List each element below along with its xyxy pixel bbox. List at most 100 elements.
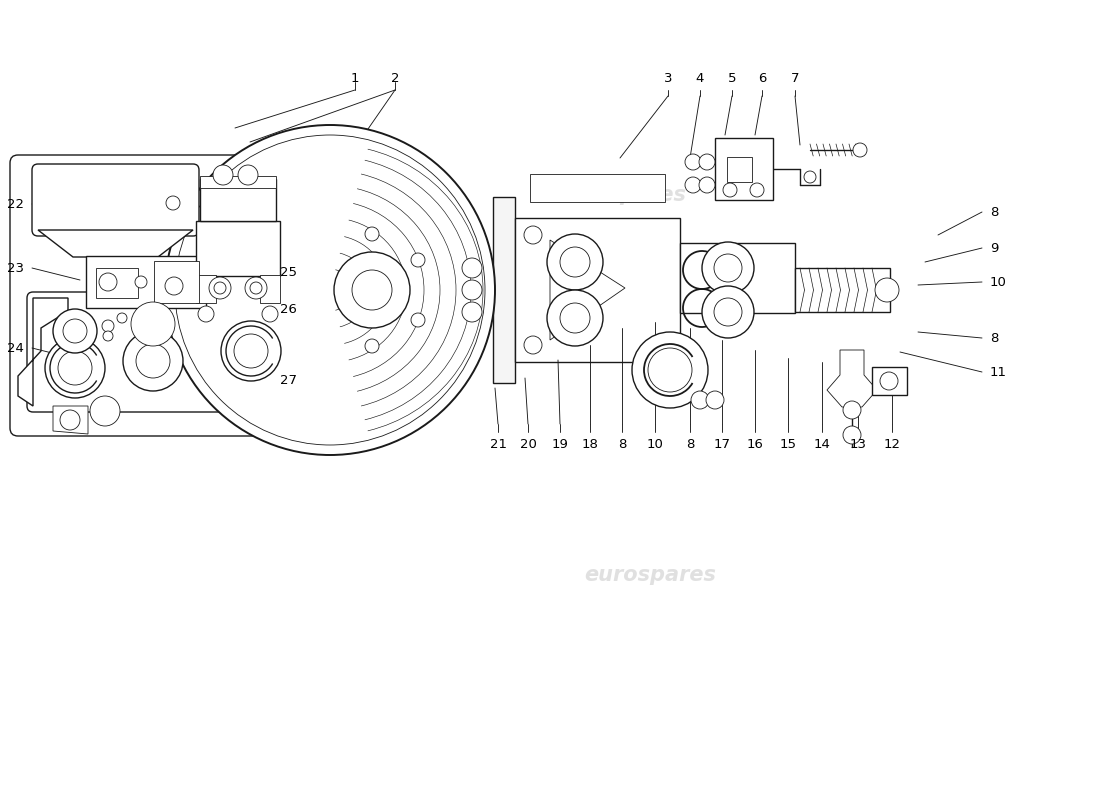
Bar — [96, 268, 138, 298]
FancyBboxPatch shape — [28, 292, 304, 412]
Circle shape — [103, 331, 113, 341]
Text: 8: 8 — [990, 331, 999, 345]
Circle shape — [880, 372, 898, 390]
Text: 2: 2 — [390, 71, 399, 85]
Circle shape — [99, 273, 117, 291]
Text: 11: 11 — [990, 366, 1006, 378]
Text: 20: 20 — [519, 438, 537, 450]
FancyBboxPatch shape — [10, 155, 335, 436]
Circle shape — [560, 303, 590, 333]
Circle shape — [714, 254, 742, 282]
Circle shape — [198, 306, 214, 322]
Circle shape — [63, 319, 87, 343]
Bar — [530, 174, 666, 202]
Text: 1: 1 — [351, 71, 360, 85]
Text: 24: 24 — [7, 342, 24, 354]
Circle shape — [524, 226, 542, 244]
Polygon shape — [53, 406, 88, 434]
Text: 16: 16 — [747, 438, 763, 450]
Text: 15: 15 — [780, 438, 796, 450]
Circle shape — [706, 391, 724, 409]
Bar — [154, 261, 199, 303]
Bar — [196, 221, 280, 276]
Text: 8: 8 — [990, 206, 999, 218]
Circle shape — [547, 234, 603, 290]
Circle shape — [213, 165, 233, 185]
Circle shape — [166, 196, 180, 210]
Circle shape — [843, 426, 861, 444]
Circle shape — [175, 135, 485, 445]
Circle shape — [221, 321, 280, 381]
Bar — [715, 138, 773, 200]
Circle shape — [852, 143, 867, 157]
Circle shape — [165, 125, 495, 455]
Text: eurospares: eurospares — [714, 280, 846, 300]
FancyBboxPatch shape — [32, 164, 199, 236]
Text: 26: 26 — [280, 303, 297, 317]
Bar — [680, 243, 795, 313]
Circle shape — [262, 306, 278, 322]
Circle shape — [462, 258, 482, 278]
Polygon shape — [39, 230, 192, 257]
Text: 5: 5 — [728, 71, 736, 85]
Circle shape — [843, 401, 861, 419]
Circle shape — [45, 338, 104, 398]
Circle shape — [58, 351, 92, 385]
Circle shape — [135, 276, 147, 288]
Circle shape — [560, 247, 590, 277]
Text: eurospares: eurospares — [154, 175, 286, 195]
Text: 4: 4 — [696, 71, 704, 85]
Text: 8: 8 — [618, 438, 626, 450]
Circle shape — [632, 332, 708, 408]
Circle shape — [365, 227, 380, 241]
Circle shape — [702, 242, 754, 294]
Polygon shape — [827, 350, 877, 407]
Circle shape — [238, 165, 258, 185]
Text: 10: 10 — [647, 438, 663, 450]
Circle shape — [60, 410, 80, 430]
Bar — [196, 275, 216, 303]
Circle shape — [165, 277, 183, 295]
Text: 12: 12 — [883, 438, 901, 450]
Polygon shape — [18, 298, 68, 406]
Bar — [872, 367, 908, 395]
Circle shape — [214, 282, 225, 294]
Circle shape — [90, 396, 120, 426]
Circle shape — [804, 171, 816, 183]
Circle shape — [102, 320, 114, 332]
Circle shape — [723, 183, 737, 197]
Circle shape — [234, 334, 268, 368]
Circle shape — [365, 339, 380, 353]
Bar — [260, 275, 280, 303]
Bar — [493, 198, 515, 382]
Circle shape — [53, 309, 97, 353]
Circle shape — [411, 313, 425, 327]
Circle shape — [131, 302, 175, 346]
Bar — [515, 218, 680, 362]
Circle shape — [714, 298, 742, 326]
Circle shape — [352, 270, 392, 310]
Circle shape — [209, 277, 231, 299]
Text: 23: 23 — [7, 262, 24, 274]
Text: 13: 13 — [849, 438, 867, 450]
Bar — [727, 157, 752, 182]
Circle shape — [698, 154, 715, 170]
Text: 27: 27 — [280, 374, 297, 386]
Bar — [795, 268, 890, 312]
Circle shape — [334, 252, 410, 328]
Circle shape — [245, 277, 267, 299]
Text: 8: 8 — [685, 438, 694, 450]
Bar — [86, 256, 206, 308]
Circle shape — [462, 302, 482, 322]
Circle shape — [685, 177, 701, 193]
Text: 6: 6 — [758, 71, 767, 85]
Circle shape — [136, 344, 170, 378]
Circle shape — [691, 391, 710, 409]
Text: 21: 21 — [490, 438, 506, 450]
Circle shape — [250, 282, 262, 294]
Text: 22: 22 — [7, 198, 24, 210]
Bar — [200, 179, 276, 221]
Text: 7: 7 — [791, 71, 800, 85]
Text: 3: 3 — [663, 71, 672, 85]
Text: 14: 14 — [814, 438, 830, 450]
